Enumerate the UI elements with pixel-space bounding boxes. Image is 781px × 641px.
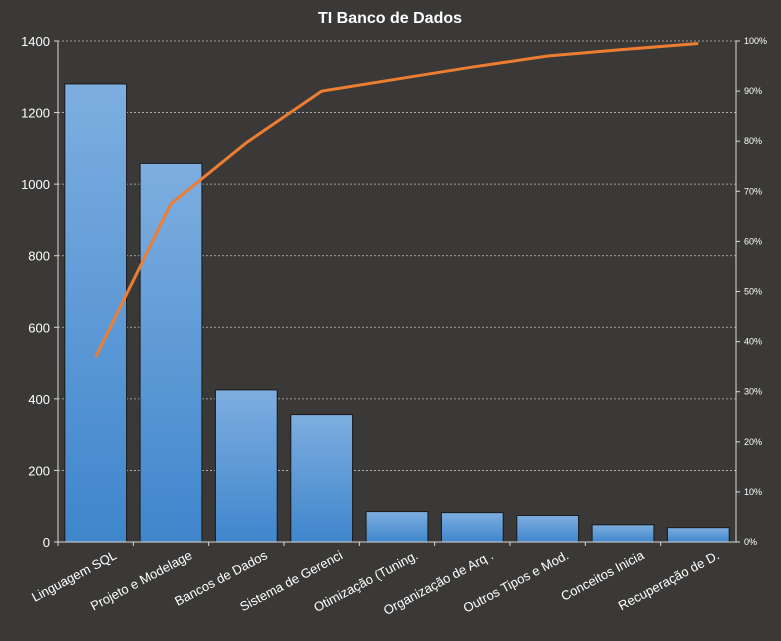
bar — [666, 527, 730, 543]
y2-tick-label: 40% — [744, 337, 762, 347]
y-tick-label: 1200 — [21, 106, 50, 121]
y2-tick-label: 100% — [744, 36, 767, 46]
y-tick-label: 1000 — [21, 177, 50, 192]
bars — [64, 83, 730, 543]
y2-tick-label: 30% — [744, 387, 762, 397]
y-tick-label: 600 — [28, 320, 50, 335]
y-tick-label: 400 — [28, 392, 50, 407]
bar — [214, 389, 278, 543]
y-tick-label: 800 — [28, 249, 50, 264]
bar — [516, 515, 580, 543]
y-tick-label: 1400 — [21, 34, 50, 49]
bar — [440, 512, 504, 543]
bar — [290, 414, 354, 543]
y2-tick-label: 0% — [744, 537, 757, 547]
bar — [591, 524, 655, 543]
y2-tick-label: 70% — [744, 186, 762, 196]
y2-tick-label: 90% — [744, 86, 762, 96]
chart-title: TI Banco de Dados — [318, 10, 462, 27]
y2-tick-label: 10% — [744, 487, 762, 497]
bar — [365, 511, 429, 543]
y-axis-right: 0% 10% 20% 30% 40% 50% 60% 70% 80% 90% 100% — [735, 36, 767, 547]
y-axis-left: 0 200 400 600 800 1000 1200 1400 — [21, 34, 59, 550]
y2-tick-label: 60% — [744, 236, 762, 246]
y2-tick-label: 80% — [744, 136, 762, 146]
cumulative-percent-line — [94, 42, 699, 358]
y-tick-label: 200 — [28, 463, 50, 478]
cumulative-line — [94, 42, 699, 358]
y-tick-label: 0 — [43, 535, 50, 550]
y2-tick-label: 50% — [744, 287, 762, 297]
bar — [139, 162, 203, 543]
y2-tick-label: 20% — [744, 437, 762, 447]
